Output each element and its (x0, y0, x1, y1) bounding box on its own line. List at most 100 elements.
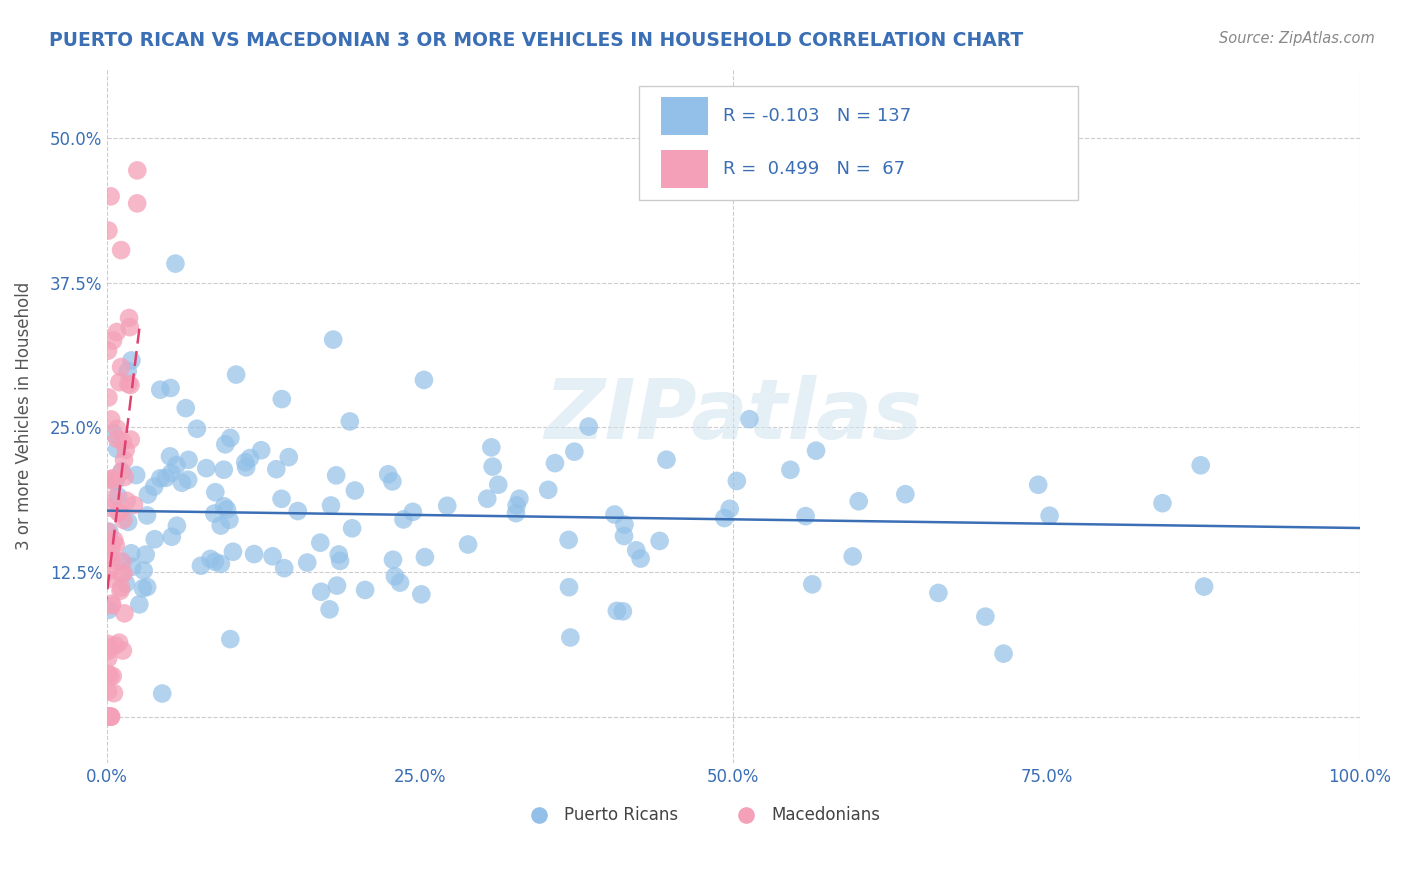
Point (648, 533, 671, 548)
Point (100, 669, 122, 683)
Point (115, 493, 138, 508)
Point (165, 257, 187, 271)
Point (319, 499, 342, 513)
Point (132, 564, 155, 578)
Point (457, 537, 479, 551)
Point (309, 584, 332, 599)
Point (212, 500, 235, 514)
Point (200, 552, 222, 566)
Point (104, 475, 127, 489)
Point (564, 444, 586, 458)
Point (413, 373, 436, 387)
Point (100, 553, 122, 567)
Point (177, 473, 200, 487)
Point (125, 468, 148, 483)
Point (98, 564, 121, 578)
Point (655, 452, 678, 467)
Point (136, 580, 159, 594)
Point (103, 426, 125, 441)
Point (97, 603, 120, 617)
Point (101, 334, 124, 348)
Point (212, 463, 235, 477)
Point (612, 604, 634, 618)
Point (97, 500, 120, 515)
Point (328, 548, 350, 562)
Point (110, 583, 132, 598)
Point (114, 442, 136, 457)
Point (377, 467, 399, 482)
Text: PUERTO RICAN VS MACEDONIAN 3 OR MORE VEHICLES IN HOUSEHOLD CORRELATION CHART: PUERTO RICAN VS MACEDONIAN 3 OR MORE VEH… (49, 31, 1024, 50)
Point (100, 709, 122, 723)
Point (122, 498, 145, 512)
Text: Macedonians: Macedonians (770, 806, 880, 824)
Point (155, 471, 177, 485)
Point (105, 325, 128, 339)
Point (841, 549, 863, 564)
Point (111, 464, 134, 478)
Y-axis label: 3 or more Vehicles in Household: 3 or more Vehicles in Household (15, 282, 32, 549)
Point (159, 381, 181, 395)
Point (529, 797, 551, 811)
Point (110, 567, 132, 582)
Point (160, 530, 183, 544)
Point (204, 555, 226, 569)
Point (270, 491, 292, 506)
Point (120, 546, 142, 560)
Point (100, 472, 122, 486)
Point (112, 513, 135, 527)
Point (111, 434, 134, 449)
Point (626, 543, 648, 558)
Point (97, 641, 120, 656)
Point (101, 472, 124, 486)
Text: R =  0.499   N =  67: R = 0.499 N = 67 (723, 161, 905, 178)
Point (318, 602, 340, 616)
Point (104, 538, 127, 552)
Point (209, 557, 232, 571)
Point (166, 458, 188, 473)
Point (111, 554, 134, 568)
Point (505, 506, 527, 520)
Point (111, 555, 134, 569)
Point (225, 368, 247, 382)
Point (120, 353, 142, 368)
Point (613, 517, 636, 532)
Point (993, 647, 1015, 661)
Point (558, 580, 581, 594)
Point (537, 483, 560, 497)
Point (250, 443, 273, 458)
Point (101, 669, 124, 683)
FancyBboxPatch shape (661, 96, 709, 135)
Point (326, 579, 349, 593)
Point (329, 554, 352, 568)
Point (613, 529, 636, 543)
Point (219, 632, 242, 647)
Point (97, 550, 120, 565)
Point (505, 499, 527, 513)
Point (112, 453, 135, 467)
Point (136, 508, 159, 523)
Point (108, 375, 131, 389)
Point (354, 582, 377, 597)
Point (100, 709, 122, 723)
Point (110, 581, 132, 595)
Point (630, 551, 652, 566)
Point (215, 502, 238, 516)
Point (233, 455, 256, 469)
Point (114, 607, 136, 621)
Point (135, 548, 157, 562)
Point (166, 518, 188, 533)
Point (143, 480, 166, 494)
Point (96, 524, 118, 539)
Point (105, 442, 128, 456)
Point (174, 401, 197, 416)
Point (150, 686, 173, 700)
Point (100, 412, 122, 426)
Point (219, 431, 242, 445)
Point (149, 471, 172, 485)
Point (190, 558, 212, 573)
Point (343, 483, 366, 498)
Text: ZIPatlas: ZIPatlas (544, 376, 922, 456)
Point (170, 475, 193, 490)
Point (794, 509, 817, 524)
Point (209, 518, 232, 533)
